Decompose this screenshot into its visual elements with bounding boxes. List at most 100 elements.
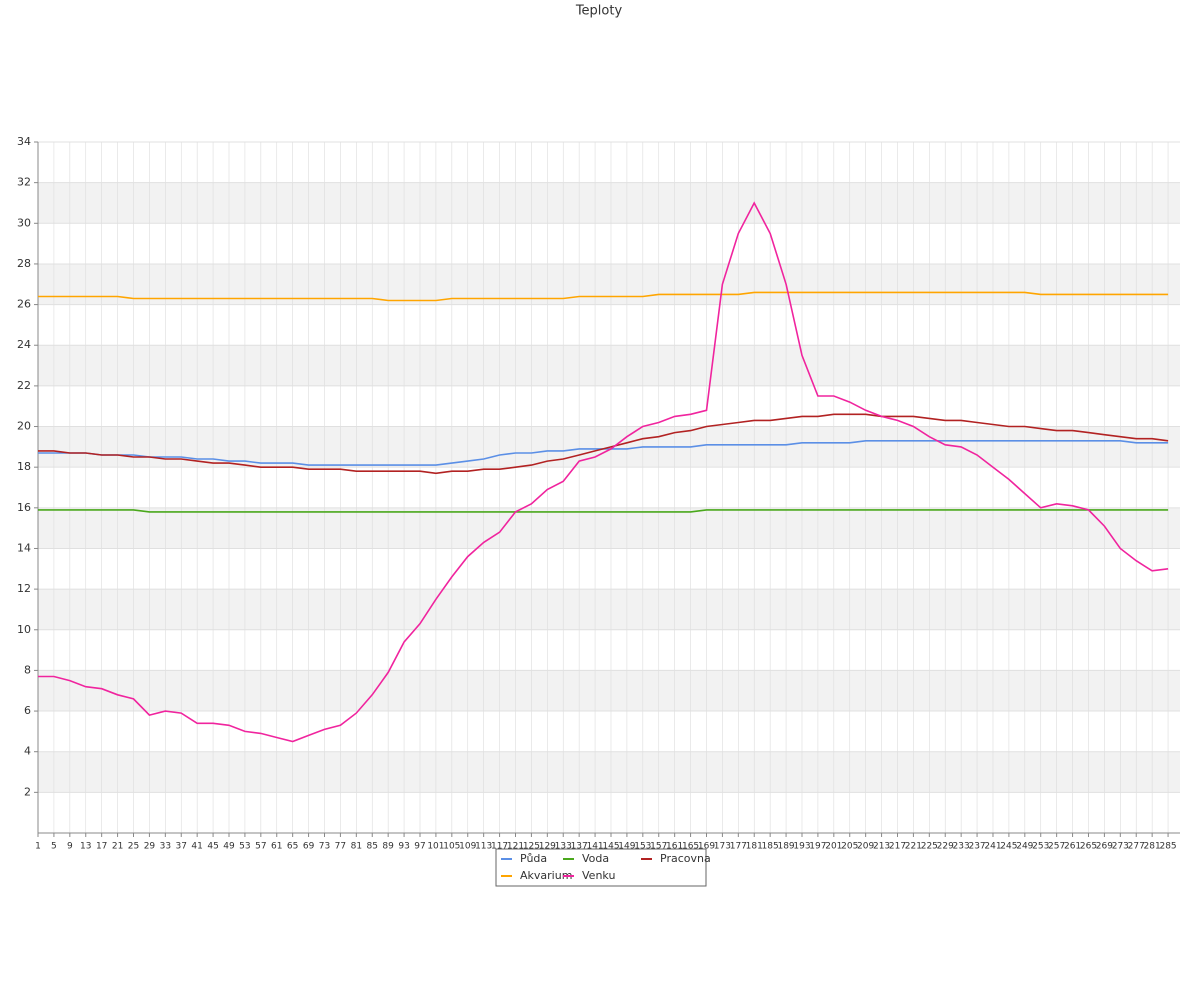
y-tick-label: 16 (17, 501, 31, 514)
x-tick-label: 37 (176, 842, 187, 852)
legend-label: Venku (582, 869, 615, 882)
grid-band (38, 589, 1180, 630)
x-tick-label: 185 (762, 842, 779, 852)
legend-label: Voda (582, 852, 609, 865)
x-tick-label: 85 (367, 842, 378, 852)
x-tick-label: 9 (67, 842, 73, 852)
x-tick-label: 77 (335, 842, 346, 852)
x-tick-label: 73 (319, 842, 330, 852)
x-tick-label: 181 (746, 842, 763, 852)
x-tick-label: 17 (96, 842, 107, 852)
x-tick-label: 197 (809, 842, 826, 852)
y-tick-label: 30 (17, 216, 31, 229)
x-tick-label: 237 (968, 842, 985, 852)
x-tick-label: 1 (35, 842, 41, 852)
x-tick-label: 221 (905, 842, 922, 852)
y-tick-label: 10 (17, 623, 31, 636)
x-tick-label: 69 (303, 842, 315, 852)
x-tick-label: 81 (351, 842, 362, 852)
legend-box (495, 848, 707, 887)
x-tick-label: 285 (1159, 842, 1176, 852)
y-tick-label: 12 (17, 582, 31, 595)
x-tick-label: 277 (1128, 842, 1145, 852)
y-tick-label: 8 (24, 663, 31, 676)
y-tick-label: 22 (17, 379, 31, 392)
x-tick-label: 249 (1016, 842, 1033, 852)
legend-label: Pracovna (660, 852, 711, 865)
y-tick-label: 24 (17, 338, 31, 351)
x-tick-label: 29 (144, 842, 156, 852)
legend-label: Akvarium (520, 869, 572, 882)
x-tick-label: 205 (841, 842, 858, 852)
y-tick-label: 34 (17, 135, 31, 148)
x-tick-label: 241 (984, 842, 1001, 852)
series-line (38, 509, 1169, 513)
x-tick-label: 129 (539, 842, 556, 852)
x-tick-label: 97 (414, 842, 425, 852)
x-tick-label: 113 (475, 842, 492, 852)
grid-band (38, 751, 1180, 793)
y-tick-label: 32 (17, 176, 31, 189)
y-tick-label: 4 (24, 745, 31, 758)
x-tick-label: 101 (427, 842, 444, 852)
x-tick-label: 257 (1048, 842, 1065, 852)
x-tick-label: 165 (682, 842, 699, 852)
x-tick-label: 273 (1112, 842, 1129, 852)
grid-band (38, 507, 1180, 549)
grid-band (38, 670, 1180, 712)
x-tick-label: 125 (523, 842, 540, 852)
x-tick-label: 13 (80, 842, 91, 852)
x-tick-label: 121 (507, 842, 524, 852)
grid-band (38, 345, 1180, 386)
y-tick-label: 14 (17, 541, 31, 554)
x-tick-label: 57 (255, 842, 266, 852)
x-tick-label: 137 (571, 842, 588, 852)
x-tick-label: 41 (191, 842, 202, 852)
x-tick-label: 133 (555, 842, 572, 852)
x-tick-label: 105 (443, 842, 460, 852)
x-tick-label: 245 (1000, 842, 1017, 852)
x-tick-label: 33 (160, 842, 171, 852)
x-tick-label: 21 (112, 842, 123, 852)
x-tick-label: 213 (873, 842, 890, 852)
x-tick-label: 149 (618, 842, 635, 852)
x-tick-label: 253 (1032, 842, 1049, 852)
x-tick-label: 261 (1064, 842, 1081, 852)
x-tick-label: 201 (825, 842, 842, 852)
x-tick-label: 157 (650, 842, 667, 852)
legend-label: Půda (520, 852, 547, 865)
grid-band (38, 182, 1180, 224)
y-tick-label: 18 (17, 460, 31, 473)
x-tick-label: 217 (889, 842, 906, 852)
x-tick-label: 93 (398, 842, 409, 852)
x-tick-label: 45 (207, 842, 218, 852)
x-tick-label: 225 (921, 842, 938, 852)
series-line (38, 201, 1169, 743)
x-tick-label: 89 (382, 842, 394, 852)
x-tick-label: 49 (223, 842, 235, 852)
x-tick-label: 153 (634, 842, 651, 852)
x-tick-label: 53 (239, 842, 250, 852)
series-line (38, 291, 1169, 302)
y-tick-label: 28 (17, 257, 31, 270)
x-tick-label: 117 (491, 842, 508, 852)
x-tick-label: 177 (730, 842, 747, 852)
y-tick-label: 6 (24, 704, 31, 717)
y-tick-label: 20 (17, 420, 31, 433)
chart-title: Teploty (575, 4, 623, 19)
x-tick-label: 141 (586, 842, 603, 852)
x-tick-label: 229 (937, 842, 954, 852)
y-tick-label: 26 (17, 298, 31, 311)
x-tick-label: 109 (459, 842, 476, 852)
x-tick-label: 193 (793, 842, 810, 852)
x-tick-label: 265 (1080, 842, 1097, 852)
x-tick-label: 25 (128, 842, 139, 852)
x-tick-label: 61 (271, 842, 282, 852)
x-tick-label: 161 (666, 842, 683, 852)
x-tick-label: 169 (698, 842, 715, 852)
x-tick-label: 281 (1144, 842, 1161, 852)
x-tick-label: 145 (602, 842, 619, 852)
x-tick-label: 209 (857, 842, 874, 852)
x-tick-label: 269 (1096, 842, 1113, 852)
